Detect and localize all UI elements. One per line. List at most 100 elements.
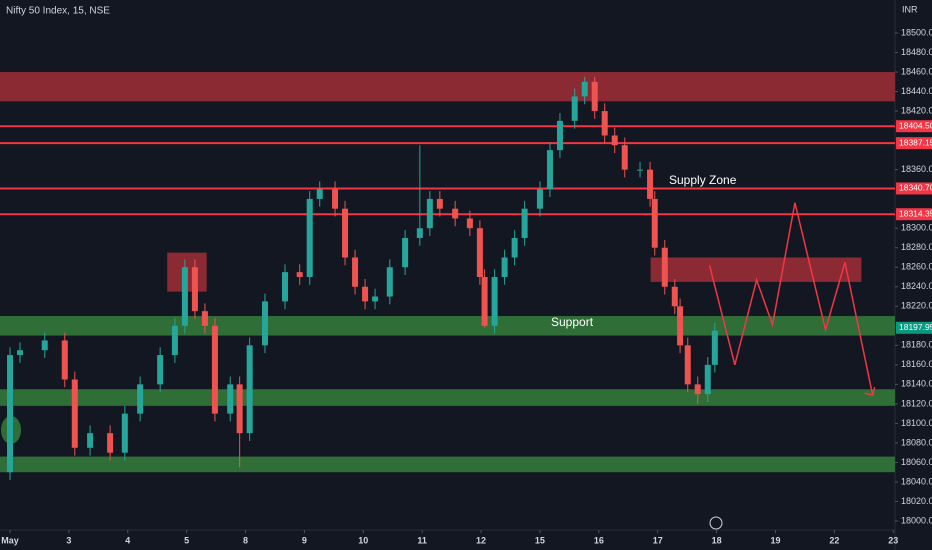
chart-title: Nifty 50 Index, 15, NSE [6,6,110,17]
candle-body [191,267,198,312]
candle-body [71,379,78,448]
y-tick-label: 18220.00 [901,301,932,311]
x-tick-label: 18 [712,535,722,545]
candle-body [181,267,188,326]
candle-body [426,198,433,229]
candle-body [711,330,718,365]
candle-body [211,325,218,414]
candle-body [704,364,711,395]
x-tick-label: 5 [184,535,189,545]
candle-body [296,272,303,277]
x-tick-label: May [1,535,19,545]
last-price-label: 18197.95 [899,322,932,332]
candle-body [601,111,608,136]
candle-body [17,350,24,356]
candle-body [621,145,628,170]
candle-body [137,384,144,414]
zone [0,456,895,473]
x-tick-label: 12 [476,535,486,545]
candle-body [372,296,379,302]
y-tick-label: 18480.00 [901,47,932,57]
candle-body [246,345,253,434]
x-tick-label: 3 [66,535,71,545]
candle-body [332,189,339,209]
candle-body [201,311,208,326]
level-label: 18387.15 [899,137,932,147]
zone [0,72,895,102]
level-label-box [896,120,932,133]
y-tick-label: 18260.00 [901,262,932,272]
zone [650,257,862,282]
candle-body [236,384,243,434]
y-tick-label: 18420.00 [901,105,932,115]
x-tick-label: 23 [888,535,898,545]
y-tick-label: 18040.00 [901,476,932,486]
y-tick-label: 18240.00 [901,281,932,291]
candle-body [121,413,128,453]
candle-body [61,340,68,380]
y-tick-label: 18440.00 [901,86,932,96]
candle-body [261,301,268,346]
zone [0,389,895,406]
x-tick-label: 16 [594,535,604,545]
y-tick-label: 18060.00 [901,457,932,467]
candle-body [661,247,668,287]
candle-body [611,135,618,146]
annotation: Supply Zone [669,173,737,187]
candle-body [306,198,313,277]
y-tick-label: 18020.00 [901,496,932,506]
level-label-box [896,182,932,195]
candle-body [481,277,488,326]
x-tick-label: 10 [358,535,368,545]
candle-body [591,81,598,112]
y-tick-label: 18280.00 [901,242,932,252]
candle-body [694,384,701,395]
projection-arrowhead [864,386,876,397]
candle-body [647,169,654,199]
candle-body [352,257,359,287]
candle-body [571,96,578,121]
candle-body [157,355,164,385]
y-tick-label: 18100.00 [901,418,932,428]
y-tick-label: 18160.00 [901,359,932,369]
candle-body [7,355,14,473]
candle-body [546,150,553,190]
candle-body [402,237,409,268]
candle-body [436,198,443,209]
candle-body [171,325,178,356]
candle-body [107,433,114,453]
candle-body [316,189,323,199]
candle-body [491,277,498,326]
candle-body [476,228,483,277]
y-tick-label: 18180.00 [901,340,932,350]
candle-body [386,267,393,297]
x-tick-label: 15 [535,535,545,545]
last-price-box [896,321,932,334]
level-label: 18340.70 [899,183,932,193]
zone [0,316,895,336]
x-tick-label: 8 [243,535,248,545]
candle-body [671,286,678,307]
candle-body [637,169,644,171]
candle-body [651,198,658,248]
y-tick-label: 18140.00 [901,379,932,389]
axis-unit: INR [902,4,918,14]
candle-body [452,208,459,219]
candle-body [281,272,288,302]
x-tick-label: 11 [417,535,427,545]
x-tick-label: 9 [302,535,307,545]
y-tick-label: 18080.00 [901,437,932,447]
event-icon [709,516,723,530]
y-tick-label: 18500.00 [901,27,932,37]
candle-body [466,218,473,229]
candle-body [87,433,94,448]
y-tick-label: 18120.00 [901,398,932,408]
candle-body [227,384,234,414]
candle-body [581,81,588,97]
level-label-box [896,208,932,221]
candle-body [416,228,423,238]
level-label: 18314.35 [899,208,932,218]
x-tick-label: 4 [125,535,130,545]
candle-body [342,208,349,258]
